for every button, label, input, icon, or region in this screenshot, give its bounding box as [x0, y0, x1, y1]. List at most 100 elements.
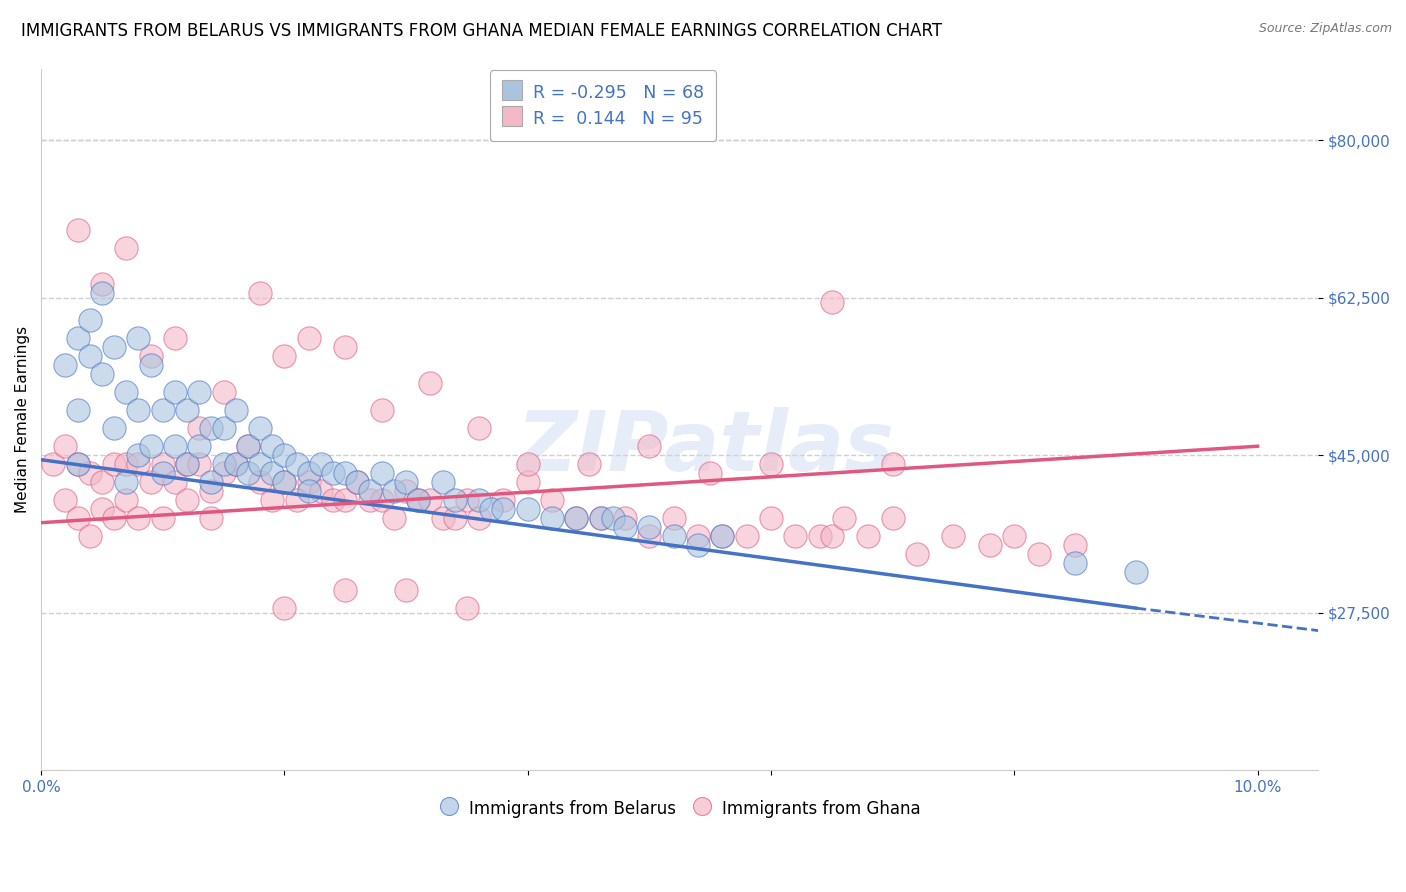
Point [152, 511, 174, 525]
Point [90, 286, 112, 301]
Point [492, 502, 515, 516]
Point [541, 511, 564, 525]
Point [90, 368, 112, 382]
Point [79, 467, 101, 481]
Point [335, 467, 357, 481]
Point [419, 493, 441, 508]
Point [139, 439, 162, 453]
Point [90, 502, 112, 516]
Point [103, 457, 125, 471]
Point [735, 529, 758, 543]
Point [163, 385, 186, 400]
Point [200, 475, 222, 490]
Point [115, 493, 138, 508]
Point [808, 529, 831, 543]
Point [249, 421, 271, 435]
Point [200, 511, 222, 525]
Point [212, 467, 235, 481]
Point [686, 529, 709, 543]
Point [176, 403, 198, 417]
Point [905, 547, 928, 561]
Point [66, 457, 89, 471]
Point [858, 529, 880, 543]
Point [456, 601, 478, 615]
Point [249, 475, 271, 490]
Point [638, 439, 661, 453]
Point [176, 457, 198, 471]
Point [492, 493, 515, 508]
Point [832, 511, 855, 525]
Point [516, 502, 538, 516]
Point [273, 448, 295, 462]
Point [163, 331, 186, 345]
Point [262, 467, 284, 481]
Point [578, 457, 600, 471]
Point [103, 511, 125, 525]
Point [249, 457, 271, 471]
Point [200, 421, 222, 435]
Point [359, 493, 381, 508]
Point [335, 583, 357, 598]
Point [188, 457, 211, 471]
Point [298, 467, 321, 481]
Point [200, 484, 222, 499]
Point [212, 385, 235, 400]
Point [346, 475, 368, 490]
Point [979, 538, 1001, 552]
Point [55, 359, 77, 373]
Point [115, 241, 138, 255]
Point [212, 421, 235, 435]
Point [686, 538, 709, 552]
Point [432, 511, 454, 525]
Point [322, 493, 344, 508]
Point [759, 511, 782, 525]
Point [236, 439, 259, 453]
Point [90, 475, 112, 490]
Point [662, 511, 685, 525]
Point [359, 484, 381, 499]
Point [346, 475, 368, 490]
Y-axis label: Median Female Earnings: Median Female Earnings [15, 326, 30, 513]
Point [335, 493, 357, 508]
Point [103, 421, 125, 435]
Point [225, 403, 247, 417]
Point [468, 493, 491, 508]
Point [176, 457, 198, 471]
Point [662, 529, 685, 543]
Point [309, 484, 332, 499]
Point [212, 457, 235, 471]
Point [821, 295, 844, 310]
Point [479, 502, 502, 516]
Point [443, 511, 465, 525]
Point [163, 439, 186, 453]
Point [79, 349, 101, 363]
Point [127, 448, 149, 462]
Point [152, 457, 174, 471]
Point [262, 439, 284, 453]
Point [139, 359, 162, 373]
Point [66, 511, 89, 525]
Point [541, 493, 564, 508]
Point [638, 529, 661, 543]
Point [432, 475, 454, 490]
Point [55, 439, 77, 453]
Point [262, 493, 284, 508]
Point [335, 340, 357, 354]
Point [1028, 547, 1050, 561]
Point [456, 493, 478, 508]
Point [711, 529, 734, 543]
Point [66, 331, 89, 345]
Point [406, 493, 429, 508]
Point [55, 493, 77, 508]
Point [236, 467, 259, 481]
Point [711, 529, 734, 543]
Point [370, 467, 392, 481]
Point [273, 475, 295, 490]
Point [273, 601, 295, 615]
Point [66, 457, 89, 471]
Point [382, 484, 405, 499]
Point [115, 457, 138, 471]
Point [395, 583, 418, 598]
Point [821, 529, 844, 543]
Point [163, 475, 186, 490]
